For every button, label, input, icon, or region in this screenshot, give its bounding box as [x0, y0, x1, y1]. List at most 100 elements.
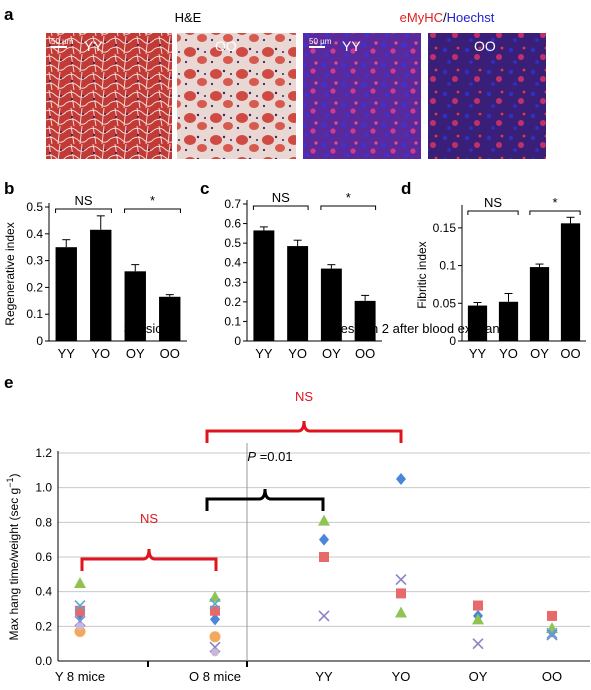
y-tick-label-e: 1.0: [35, 481, 52, 495]
bar-d-OY: [529, 267, 550, 341]
ns-bracket-c: [252, 205, 309, 210]
significance-bracket-b: [124, 208, 181, 213]
scatter-chart-e: Session 1 Session 2 after blood exchange0…: [5, 321, 590, 684]
significance-bracket-d: [529, 210, 581, 215]
panel-label-a: a: [4, 5, 14, 24]
marker-x_light-OO: [546, 627, 558, 639]
marker-diamond-YO: [396, 473, 406, 485]
x-category-label-e: O 8 mice: [189, 669, 241, 684]
ns-bracket-d-label: NS: [484, 195, 502, 210]
marker-triangle-YO: [395, 606, 407, 618]
ns-bracket-b-label: NS: [74, 193, 92, 208]
y-tick-label-e: 0.6: [35, 550, 52, 564]
if-title-emyhc: eMyHC: [400, 10, 443, 25]
marker-x_light-O-8-mice: [209, 598, 221, 610]
bar-chart-d: 0 0.05 0.1 0.15 YY YO OY OO NS * Fibritic index: [415, 195, 586, 361]
x-category-label-d: YY: [469, 346, 487, 361]
tile-label-he-oo: OO: [215, 38, 237, 54]
marker-square-OO: [547, 610, 557, 621]
y-tick-label-c: 0.4: [224, 256, 241, 270]
scale-bar-if-label: 50 µm: [309, 37, 332, 46]
if-title-separator: /: [443, 10, 447, 25]
micrograph-he-yy: [46, 33, 172, 159]
tile-label-if-yy: YY: [342, 38, 361, 54]
y-tick-label-b: 0: [36, 334, 43, 348]
y-tick-label-c: 0.5: [224, 236, 241, 250]
x-category-label-c: YY: [255, 346, 273, 361]
y-tick-label-e: 0.0: [35, 654, 52, 668]
if-title-hoechst: Hoechst: [447, 10, 495, 25]
he-title: H&E: [175, 10, 202, 25]
y-tick-label-b: 0.3: [26, 254, 43, 268]
bar-c-YO: [287, 246, 309, 341]
x-category-label-e: Y 8 mice: [55, 669, 105, 684]
bar-chart-c: 0 0.1 0.2 0.3 0.4 0.5 0.6 0.7 YY YO OY OO NS *: [224, 190, 382, 361]
ns-bracket-session1: [80, 548, 218, 571]
micrograph-he-oo: [177, 33, 296, 159]
marker-square-YY: [319, 552, 329, 562]
bar-chart-b: 0 0.1 0.2 0.3 0.4 0.5 YY YO OY OO NS * Regenerative …: [3, 193, 187, 361]
x-category-label-c: YO: [288, 346, 307, 361]
ns-bracket-top: [205, 420, 403, 443]
y-tick-label-d: 0: [449, 334, 456, 348]
p-value-label: P =0.01: [247, 449, 292, 464]
panel-label-e: e: [4, 373, 13, 392]
session-1-label: Session 1: [123, 321, 180, 336]
marker-circle-O-8-mice: [209, 631, 221, 643]
significance-bracket-b-label: *: [150, 193, 155, 208]
micrograph-if-yy: [303, 33, 421, 159]
panel-label-d: d: [401, 179, 411, 198]
marker-triangle-Y-8-mice: [74, 577, 86, 588]
y-tick-label-c: 0: [234, 334, 241, 348]
bar-b-OO: [159, 296, 181, 341]
marker-x-OO: [546, 629, 558, 641]
marker-triangle-O-8-mice: [209, 590, 221, 602]
x-category-label-d: OY: [530, 346, 549, 361]
y-tick-label-c: 0.3: [224, 275, 241, 289]
bar-b-OY: [124, 271, 146, 341]
tile-label-if-oo: OO: [474, 38, 496, 54]
bar-b-YY: [55, 247, 77, 341]
x-category-label-c: OY: [322, 346, 341, 361]
marker-square-O-8-mice: [210, 605, 220, 616]
ns-bracket-b: [55, 208, 112, 213]
y-tick-label-d: 0.15: [433, 221, 457, 235]
marker-circle_small-Y-8-mice: [76, 622, 84, 631]
y-tick-label-c: 0.7: [224, 197, 241, 211]
y-tick-label-d: 0.05: [433, 296, 457, 310]
x-category-label-d: OO: [560, 346, 580, 361]
ns-bracket-d: [467, 210, 519, 215]
if-title: eMyHC/Hoechst: [400, 10, 495, 25]
marker-triangle-YY: [318, 514, 330, 526]
x-category-label-c: OO: [355, 346, 375, 361]
y-tick-label-e: 0.2: [35, 619, 52, 633]
marker-circle_small-O-8-mice: [211, 648, 219, 657]
marker-x_light-Y-8-mice: [74, 599, 86, 612]
marker-x-OY: [472, 638, 484, 650]
x-category-label-b: OY: [126, 346, 145, 361]
y-tick-label-b: 0.2: [26, 280, 43, 294]
marker-diamond-YY: [319, 533, 329, 546]
marker-square-YO: [396, 588, 406, 599]
ns-label-session1: NS: [140, 511, 158, 526]
tile-label-he-yy: YY: [84, 38, 103, 54]
x-category-label-b: YY: [58, 346, 76, 361]
marker-x-YO: [395, 573, 407, 586]
x-category-label-e: YY: [315, 669, 333, 684]
y-tick-label-d: 0.1: [439, 259, 456, 273]
bar-c-YY: [253, 230, 275, 341]
y-tick-label-b: 0.1: [26, 307, 43, 321]
bar-d-YY: [467, 305, 488, 341]
session-2-label: Session 2 after blood exchange: [332, 321, 514, 336]
y-tick-label-b: 0.5: [26, 200, 43, 214]
marker-square-OY: [473, 600, 483, 611]
x-category-label-d: YO: [499, 346, 518, 361]
x-category-label-e: OY: [469, 669, 488, 684]
significance-bracket-c-label: *: [346, 190, 351, 205]
ns-bracket-c-label: NS: [272, 190, 290, 205]
marker-x-YY: [318, 610, 330, 622]
bar-c-OO: [354, 300, 376, 341]
x-category-label-e: OO: [542, 669, 562, 684]
scale-bar-he-label: 50 µm: [51, 37, 74, 46]
